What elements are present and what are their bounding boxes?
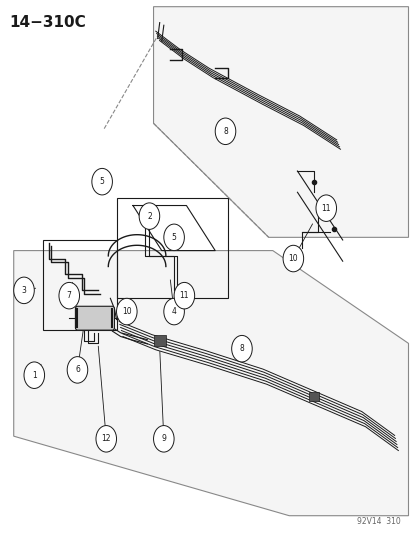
Circle shape [116,298,137,325]
Circle shape [315,195,336,221]
FancyBboxPatch shape [75,306,114,330]
Circle shape [92,168,112,195]
Text: 5: 5 [171,233,176,242]
Polygon shape [14,251,408,516]
Circle shape [174,282,194,309]
Text: 10: 10 [122,307,131,316]
Circle shape [231,335,252,362]
Circle shape [282,245,303,272]
Text: 3: 3 [21,286,26,295]
Text: 8: 8 [239,344,244,353]
Circle shape [96,425,116,452]
Text: 9: 9 [161,434,166,443]
Text: 4: 4 [171,307,176,316]
Text: 92V14  310: 92V14 310 [356,518,399,526]
Bar [153,335,166,346]
Circle shape [153,425,174,452]
Text: 6: 6 [75,366,80,374]
Text: 11: 11 [321,204,330,213]
Text: 12: 12 [101,434,111,443]
Circle shape [67,357,88,383]
Polygon shape [153,7,408,237]
Text: 7: 7 [66,291,71,300]
Circle shape [139,203,159,229]
Text: 2: 2 [147,212,152,221]
Circle shape [24,362,45,389]
Text: 8: 8 [223,127,227,136]
Text: 10: 10 [288,254,297,263]
Circle shape [164,298,184,325]
Text: 11: 11 [179,291,189,300]
Circle shape [164,224,184,251]
Circle shape [215,118,235,144]
Circle shape [14,277,34,304]
Text: 5: 5 [100,177,104,186]
Text: 1: 1 [32,370,37,379]
Bar [308,392,318,401]
Circle shape [59,282,79,309]
Text: 14−310C: 14−310C [9,14,86,30]
